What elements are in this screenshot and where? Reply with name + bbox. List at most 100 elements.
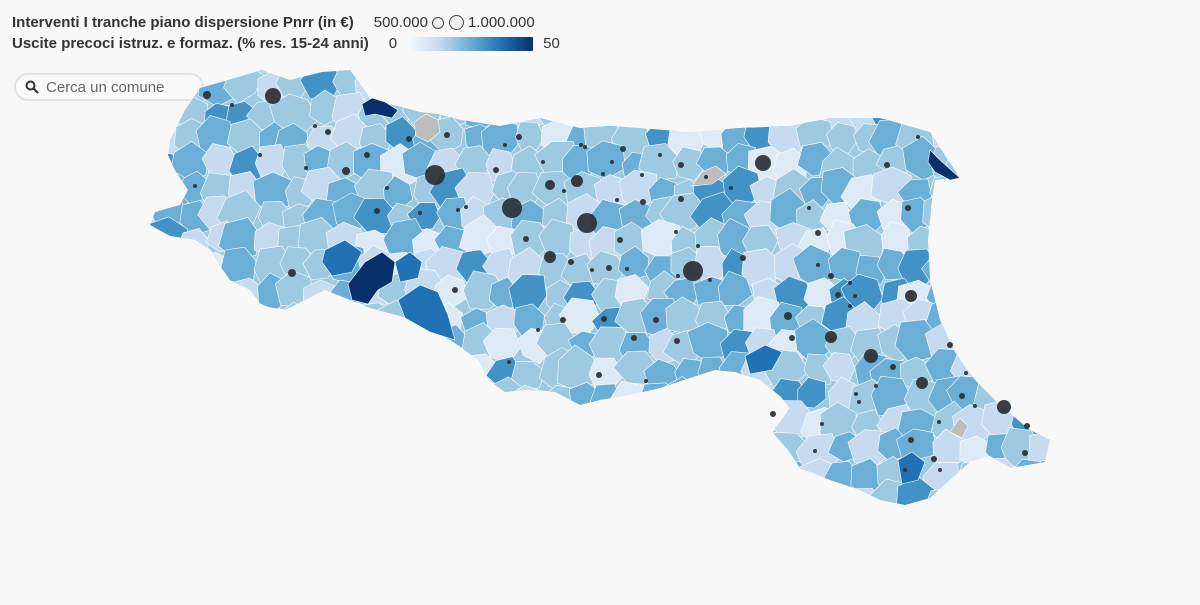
municipality-area[interactable] xyxy=(822,71,860,106)
municipality-dark-7[interactable] xyxy=(897,451,926,485)
municipality-area[interactable] xyxy=(566,455,600,489)
municipality-area[interactable] xyxy=(274,405,308,441)
municipality-area[interactable] xyxy=(378,46,413,78)
municipality-area[interactable] xyxy=(119,481,153,519)
funding-bubble[interactable] xyxy=(828,273,834,279)
funding-bubble[interactable] xyxy=(523,236,529,242)
municipality-area[interactable] xyxy=(120,329,160,370)
funding-bubble[interactable] xyxy=(541,160,545,164)
municipality-area[interactable] xyxy=(1001,199,1041,243)
funding-bubble[interactable] xyxy=(425,165,445,185)
municipality-area[interactable] xyxy=(224,304,268,345)
municipality-area[interactable] xyxy=(115,400,161,440)
municipality-area[interactable] xyxy=(150,276,187,310)
funding-bubble[interactable] xyxy=(601,172,605,176)
municipality-area[interactable] xyxy=(692,481,726,521)
municipality-area[interactable] xyxy=(532,427,571,468)
municipality-area[interactable] xyxy=(150,381,184,417)
municipality-area[interactable] xyxy=(412,456,451,500)
municipality-area[interactable] xyxy=(382,358,413,389)
funding-bubble[interactable] xyxy=(916,135,920,139)
municipality-area[interactable] xyxy=(923,487,964,526)
municipality-area[interactable] xyxy=(612,95,650,132)
municipality-area[interactable] xyxy=(453,426,498,467)
municipality-area[interactable] xyxy=(149,323,187,359)
funding-bubble[interactable] xyxy=(674,338,680,344)
municipality-area[interactable] xyxy=(389,332,418,368)
municipality-area[interactable] xyxy=(381,456,423,495)
municipality-area[interactable] xyxy=(433,38,472,75)
municipality-area[interactable] xyxy=(584,429,635,475)
municipality-area[interactable] xyxy=(511,44,551,88)
funding-bubble[interactable] xyxy=(640,199,646,205)
municipality-area[interactable] xyxy=(351,429,386,467)
municipality-area[interactable] xyxy=(1028,349,1070,392)
municipality-area[interactable] xyxy=(954,173,992,213)
municipality-area[interactable] xyxy=(1004,352,1041,396)
municipality-area[interactable] xyxy=(725,437,762,468)
municipality-area[interactable] xyxy=(511,361,546,390)
municipality-area[interactable] xyxy=(641,69,681,105)
funding-bubble[interactable] xyxy=(418,211,422,215)
municipality-area[interactable] xyxy=(1002,164,1037,205)
funding-bubble[interactable] xyxy=(864,349,878,363)
municipality-area[interactable] xyxy=(275,453,317,493)
funding-bubble[interactable] xyxy=(562,189,566,193)
municipality-area[interactable] xyxy=(281,372,319,417)
municipality-area[interactable] xyxy=(1026,302,1065,344)
municipality-area[interactable] xyxy=(799,483,838,519)
municipality-area[interactable] xyxy=(718,270,753,306)
municipality-area[interactable] xyxy=(148,481,188,524)
funding-bubble[interactable] xyxy=(203,91,211,99)
funding-bubble[interactable] xyxy=(631,335,637,341)
municipality-area[interactable] xyxy=(1003,116,1048,155)
municipality-area[interactable] xyxy=(464,461,498,494)
municipality-area[interactable] xyxy=(255,438,288,472)
funding-bubble[interactable] xyxy=(606,265,612,271)
municipality-area[interactable] xyxy=(687,405,726,439)
municipality-area[interactable] xyxy=(198,432,235,469)
municipality-area[interactable] xyxy=(325,404,361,441)
municipality-area[interactable] xyxy=(178,486,210,520)
municipality-area[interactable] xyxy=(325,453,368,501)
municipality-area[interactable] xyxy=(948,68,995,115)
municipality-area[interactable] xyxy=(126,70,160,104)
funding-bubble[interactable] xyxy=(456,208,460,212)
municipality-area[interactable] xyxy=(116,300,158,350)
municipality-area[interactable] xyxy=(1030,199,1067,234)
funding-bubble[interactable] xyxy=(874,384,878,388)
funding-bubble[interactable] xyxy=(964,371,968,375)
municipality-area[interactable] xyxy=(1006,148,1049,187)
municipality-area[interactable] xyxy=(973,481,1014,516)
municipality-area[interactable] xyxy=(509,430,544,467)
municipality-area[interactable] xyxy=(695,146,734,176)
funding-bubble[interactable] xyxy=(617,237,623,243)
funding-bubble[interactable] xyxy=(406,136,412,142)
municipality-area[interactable] xyxy=(484,399,522,446)
municipality-area[interactable] xyxy=(587,453,631,497)
municipality-area[interactable] xyxy=(177,333,211,366)
municipality-area[interactable] xyxy=(198,382,242,417)
municipality-area[interactable] xyxy=(204,459,239,495)
funding-bubble[interactable] xyxy=(620,146,626,152)
municipality-area[interactable] xyxy=(120,458,159,495)
municipality-area[interactable] xyxy=(249,483,294,525)
municipality-area[interactable] xyxy=(984,117,1026,160)
municipality-area[interactable] xyxy=(1007,298,1045,339)
municipality-area[interactable] xyxy=(526,448,575,498)
funding-bubble[interactable] xyxy=(644,379,648,383)
municipality-area[interactable] xyxy=(122,223,160,260)
municipality-area[interactable] xyxy=(120,378,154,412)
municipality-area[interactable] xyxy=(144,458,192,497)
municipality-area[interactable] xyxy=(714,379,753,419)
municipality-area[interactable] xyxy=(121,248,160,283)
municipality-area[interactable] xyxy=(153,45,184,78)
municipality-area[interactable] xyxy=(166,400,208,441)
municipality-area[interactable] xyxy=(207,43,239,77)
municipality-area[interactable] xyxy=(485,459,531,498)
funding-bubble[interactable] xyxy=(640,173,644,177)
municipality-area[interactable] xyxy=(404,68,444,114)
municipality-area[interactable] xyxy=(437,386,471,418)
municipality-area[interactable] xyxy=(797,377,827,409)
